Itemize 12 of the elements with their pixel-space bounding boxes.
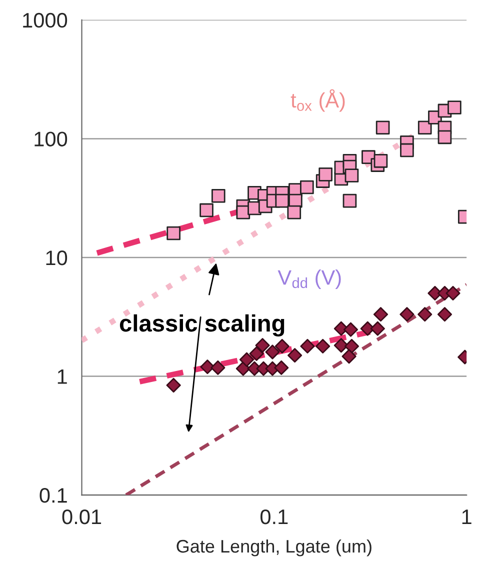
x-axis-title: Gate Length, Lgate (um) [176,539,372,556]
y-tick-label: 1 [58,369,67,384]
y-tick-label: 1000 [23,12,68,28]
series-label: t$_{ox}$ (Å) [290,89,345,112]
x-tick-label: 0.1 [260,509,288,524]
x-tick-label: 0.01 [62,509,102,524]
y-tick-label: 10 [46,250,68,266]
series-label: V$_{dd}$ (V) [278,270,341,289]
y-tick-label: 100 [34,132,68,146]
x-tick-label: 1 [462,510,472,524]
annotation: classic scaling [120,314,284,336]
y-tick-label: 0.1 [40,488,67,503]
